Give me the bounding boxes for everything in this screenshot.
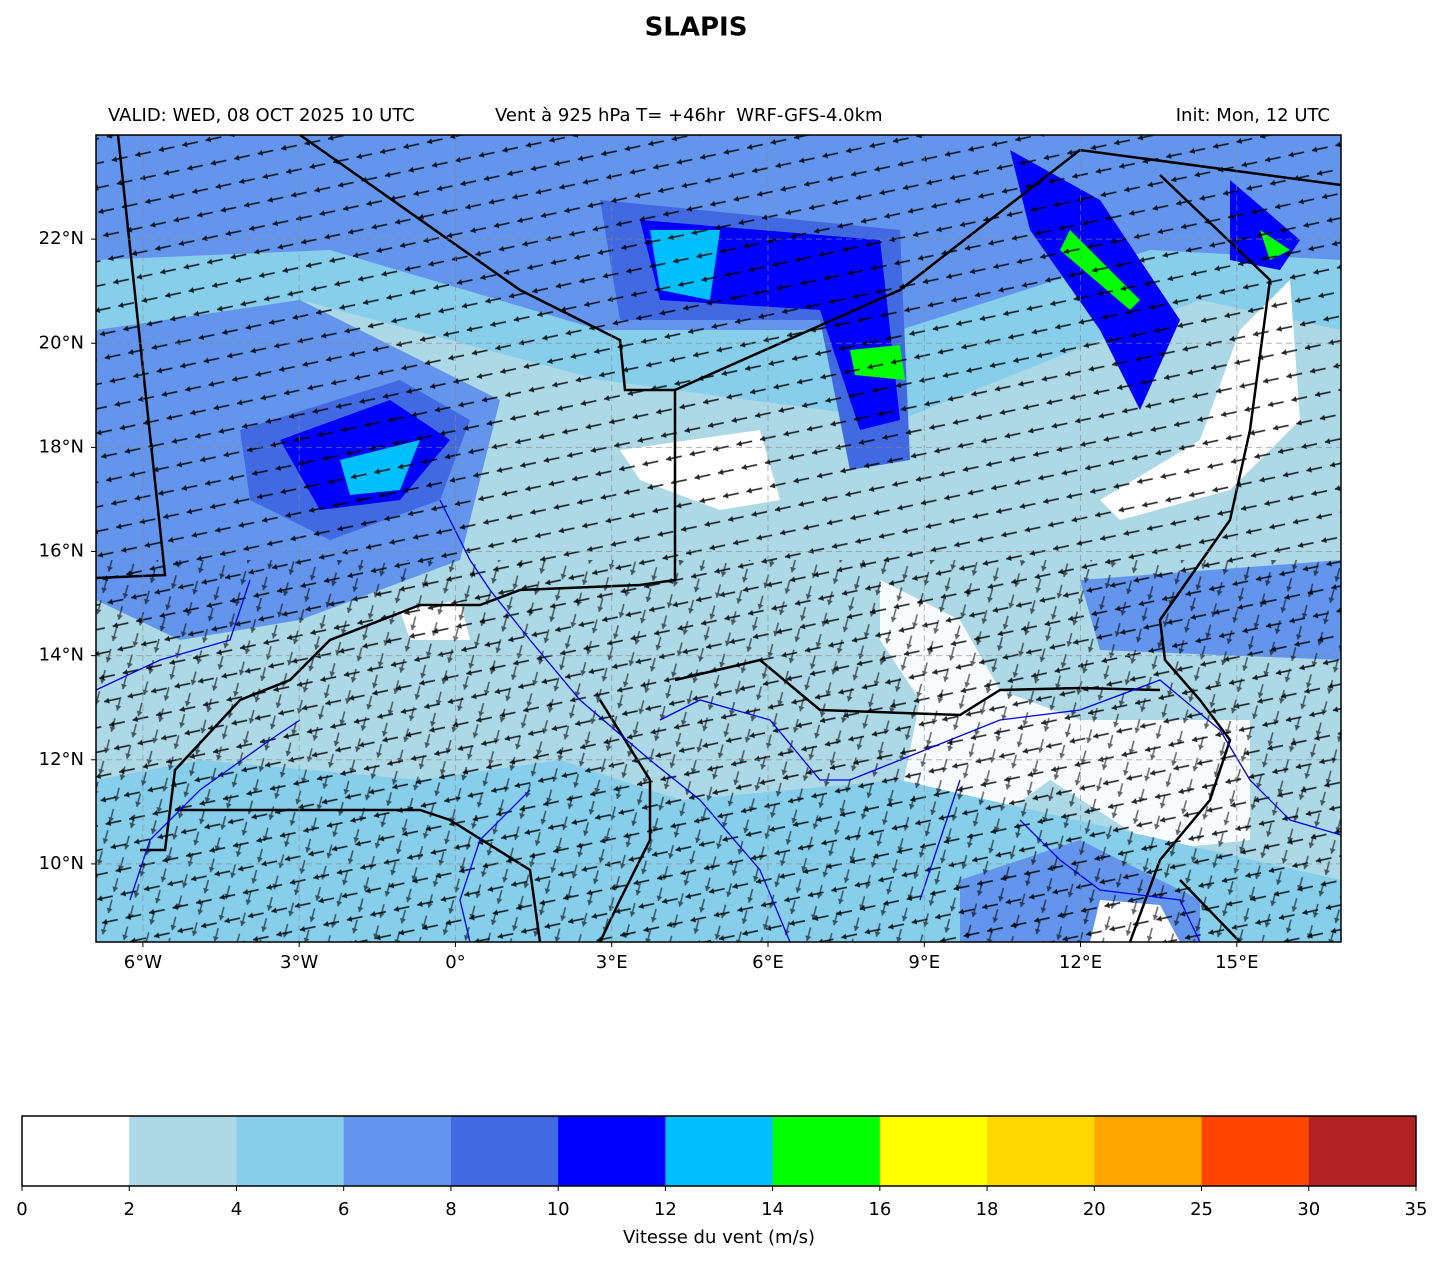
x-tick-label: 6°W	[124, 952, 162, 973]
y-tick-label: 12°N	[39, 749, 84, 770]
colorbar-segment	[665, 1116, 774, 1186]
x-tick-label: 15°E	[1215, 952, 1258, 973]
colorbar-segment	[129, 1116, 237, 1186]
colorbar-tick-label: 16	[868, 1199, 891, 1220]
colorbar-tick-label: 14	[761, 1199, 784, 1220]
colorbar-tick-label: 4	[231, 1199, 242, 1220]
grid: 6°W 3°W 0° 3°E 6°E 9°E 12°E 15°E 10°N 12°N 14°N 16°…	[39, 135, 1341, 973]
colorbar-tick-label: 25	[1190, 1199, 1213, 1220]
x-tick-label: 6°E	[752, 952, 784, 973]
colorbar-segment	[987, 1116, 1095, 1186]
colorbar-tick-label: 30	[1297, 1199, 1320, 1220]
x-tick-label: 0°	[445, 952, 465, 973]
y-tick-label: 16°N	[39, 541, 84, 562]
title: SLAPIS	[645, 13, 748, 43]
colorbar-label: Vitesse du vent (m/s)	[623, 1227, 815, 1248]
x-tick-label: 12°E	[1059, 952, 1102, 973]
y-tick-label: 22°N	[39, 228, 84, 249]
colorbar-segment	[1201, 1116, 1310, 1186]
y-tick-label: 18°N	[39, 436, 84, 457]
colorbar-tick-label: 18	[976, 1199, 999, 1220]
map-frame	[95, 134, 1342, 943]
colorbar-segment	[1308, 1116, 1417, 1186]
colorbar-tick-label: 10	[547, 1199, 570, 1220]
colorbar-tick-label: 6	[338, 1199, 349, 1220]
subtitle-center: Vent à 925 hPa T= +46hr WRF-GFS-4.0km	[495, 105, 883, 126]
colorbar-tick-label: 8	[445, 1199, 456, 1220]
map-field	[96, 135, 1341, 942]
x-tick-label: 9°E	[908, 952, 940, 973]
colorbar-tick-label: 35	[1405, 1199, 1428, 1220]
colorbar-segment	[772, 1116, 881, 1186]
x-tick-label: 3°E	[596, 952, 628, 973]
colorbar-tick-label: 20	[1083, 1199, 1106, 1220]
colorbar: 0 2 4 6 8 10 12 14 16 18 20 25 30 35	[16, 1115, 1428, 1220]
colorbar-segment	[1094, 1116, 1203, 1186]
y-tick-label: 10°N	[39, 853, 84, 874]
colorbar-tick-label: 12	[654, 1199, 677, 1220]
colorbar-tick-label: 2	[124, 1199, 135, 1220]
colorbar-segment	[450, 1116, 559, 1186]
colorbar-frame	[21, 1115, 1417, 1187]
colorbar-segment	[236, 1116, 345, 1186]
colorbar-segment	[343, 1116, 452, 1186]
y-tick-label: 20°N	[39, 332, 84, 353]
x-tick-label: 3°W	[280, 952, 318, 973]
colorbar-tick-label: 0	[16, 1199, 27, 1220]
subtitle-left: VALID: WED, 08 OCT 2025 10 UTC	[108, 105, 415, 126]
colorbar-segment	[558, 1116, 666, 1186]
colorbar-segment	[22, 1116, 130, 1186]
subtitle-right: Init: Mon, 12 UTC	[1176, 105, 1330, 126]
y-tick-label: 14°N	[39, 645, 84, 666]
colorbar-segment	[879, 1116, 988, 1186]
